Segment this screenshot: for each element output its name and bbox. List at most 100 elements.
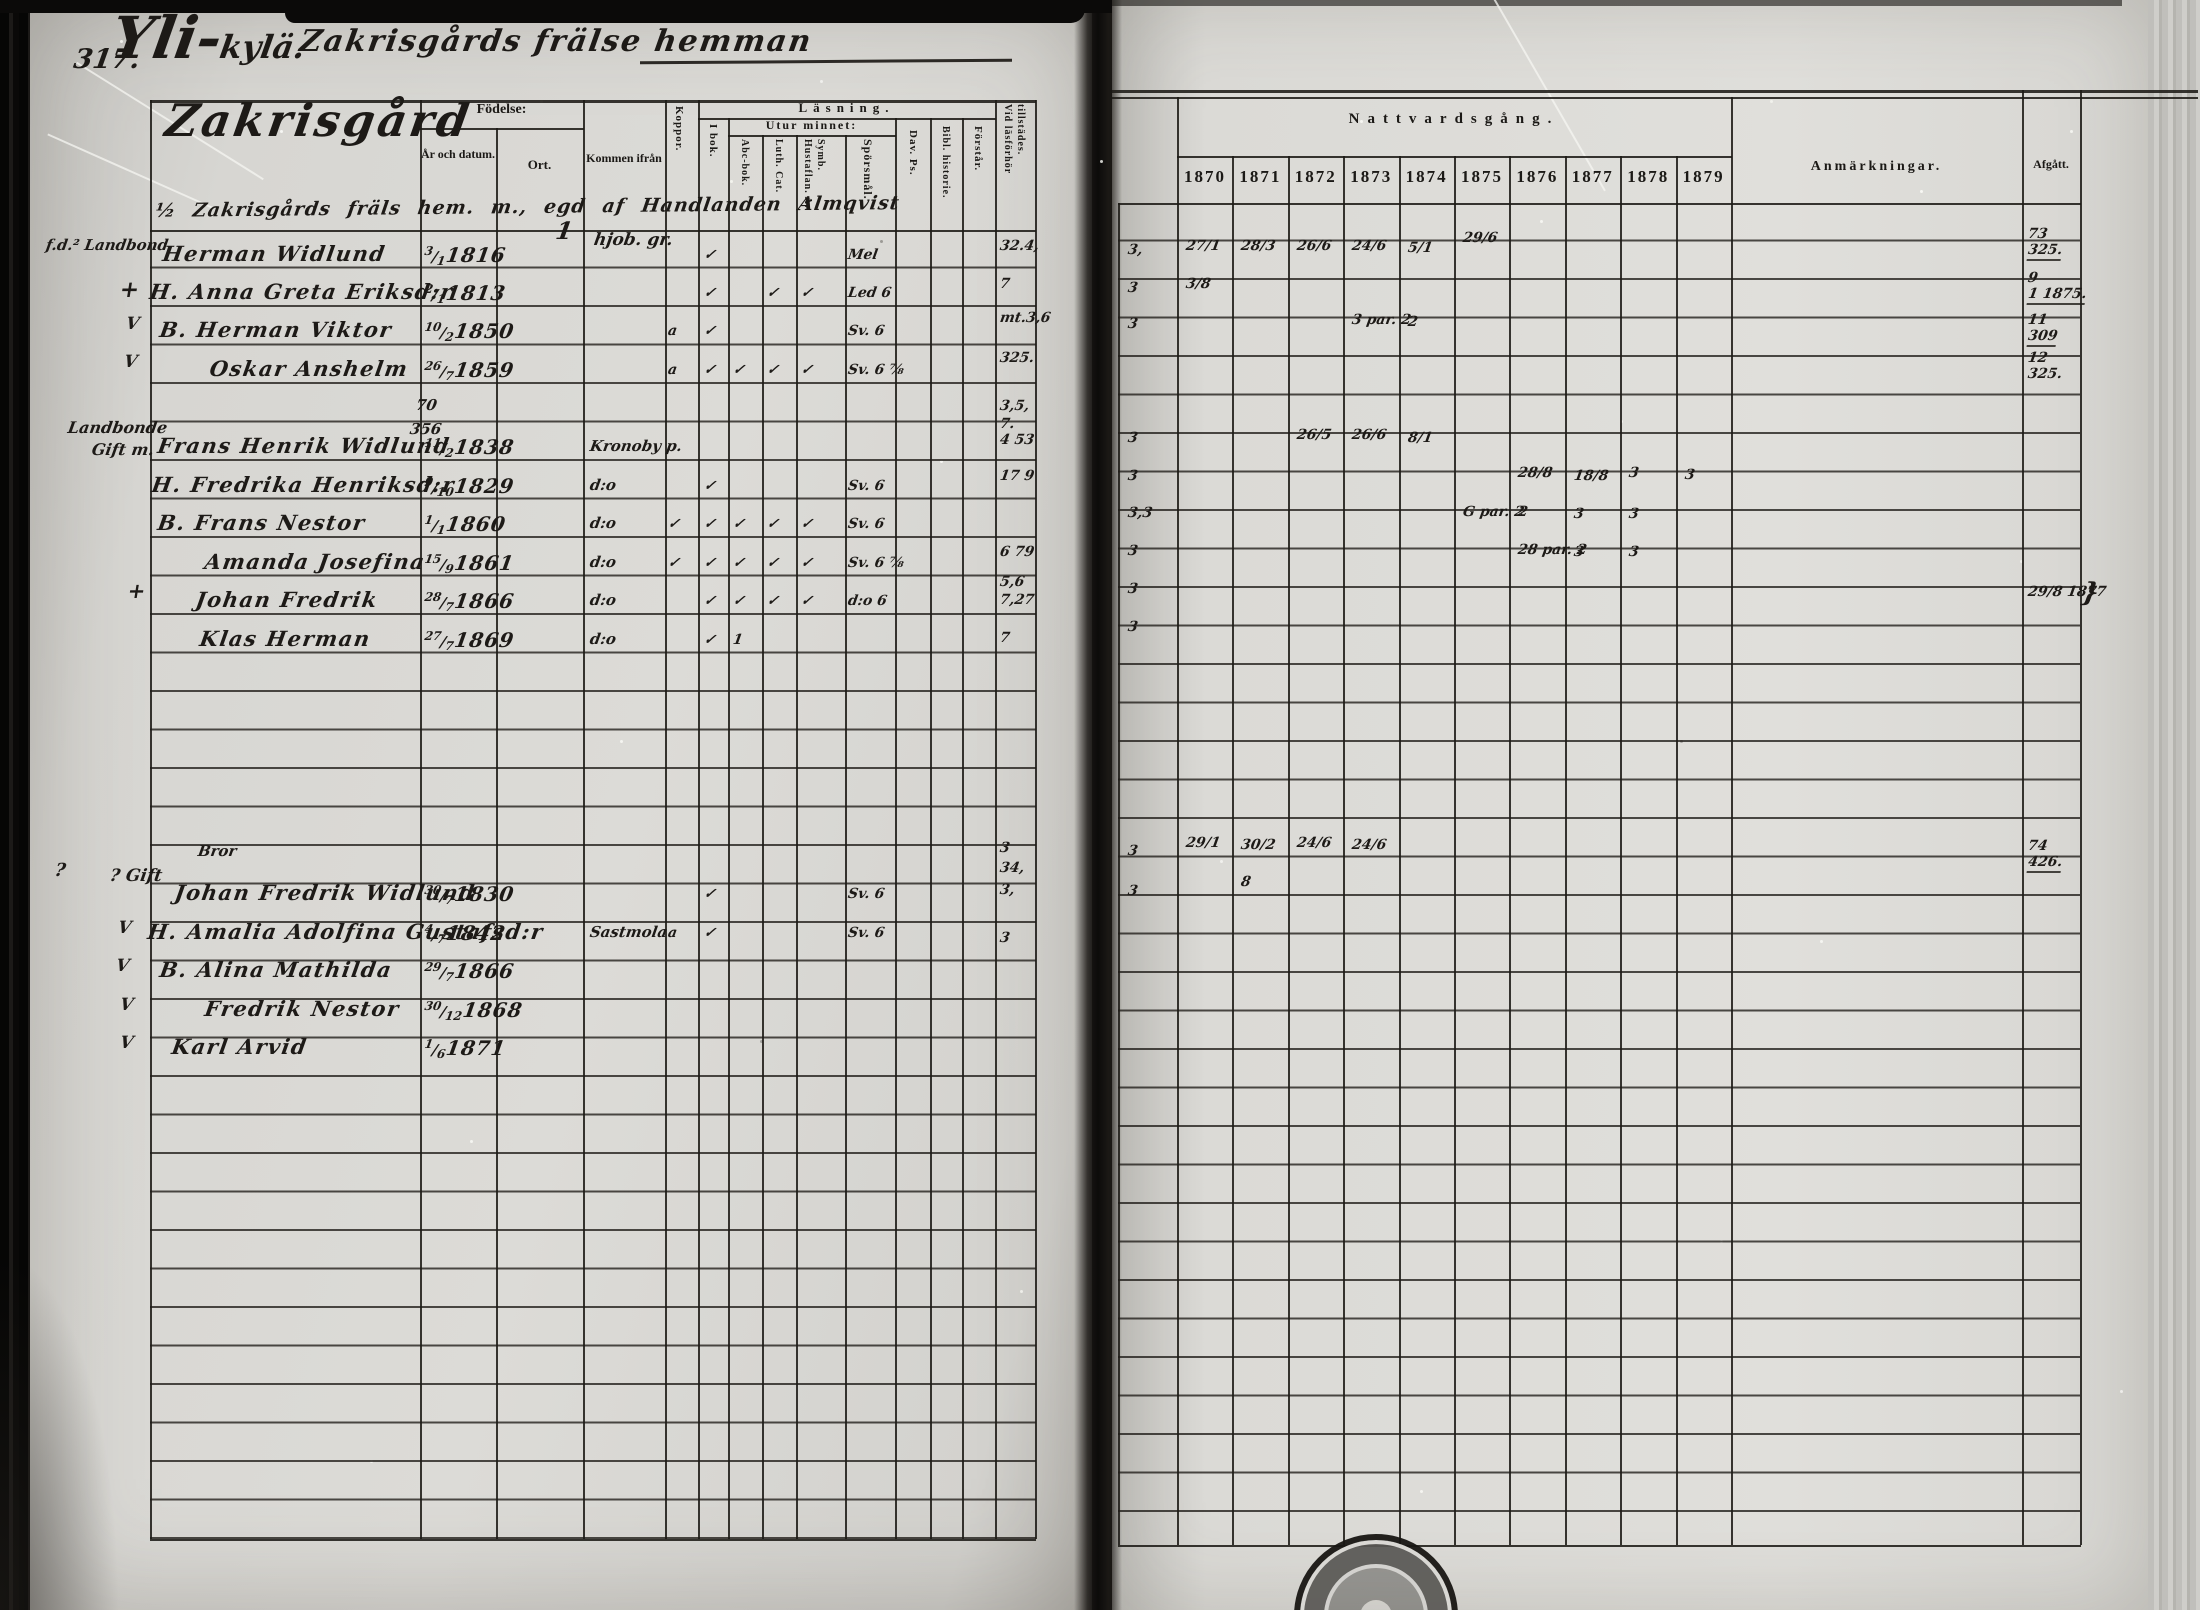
grid-line (420, 100, 422, 1539)
year-label: 1877 (1571, 167, 1614, 186)
communion-mark: 24/6 (1295, 835, 1333, 851)
communion-mark: 28/3 (1240, 238, 1278, 254)
husforhor-mark: 32.4, (998, 238, 1041, 254)
grid-line (1343, 156, 1346, 1545)
communion-mark: 27/1 (1184, 238, 1222, 254)
year-label: 1875 (1461, 167, 1503, 186)
entry-birthdate: 30/71830 (423, 882, 517, 907)
entry-origin: d:o (588, 630, 618, 648)
grid-line (995, 100, 997, 1539)
communion-mark: 3/8 (1184, 276, 1212, 292)
grid-line (728, 118, 730, 1539)
margin-note: f.d.² Landbond (44, 236, 170, 254)
afgatt-mark: 325. (2026, 242, 2064, 261)
communion-mark: 28/8 (1517, 465, 1555, 481)
entry-origin: Kronoby p. (588, 437, 684, 455)
header-ort: Ort. (527, 157, 552, 172)
reading-mark: ✓ (666, 516, 682, 532)
afgatt-mark: 1 1875. (2026, 286, 2088, 305)
reading-mark: ✓ (765, 593, 781, 609)
header-nattvardsgang: Nattvardsgång. (1348, 111, 1560, 127)
header-utur-minnet: Utur minnet: (765, 118, 858, 132)
reading-mark: ✓ (702, 285, 718, 301)
reading-mark: ✓ (666, 555, 682, 571)
reading-mark: ✓ (702, 593, 718, 609)
communion-mark: 24/6 (1350, 837, 1388, 853)
grid-line (1118, 203, 2081, 205)
grid-line (1731, 97, 1733, 1545)
entry-birthdate: 1/61871 (423, 1036, 508, 1061)
communion-mark: 24/6 (1350, 238, 1388, 254)
grid-line (1398, 156, 1401, 1545)
year-label: 1870 (1184, 167, 1226, 186)
entry-birthdate: 10/21850 (423, 319, 517, 344)
entry-name: Amanda Josefina (203, 549, 428, 574)
reading-mark: ✓ (702, 632, 718, 648)
header-ar-och-datum: År och datum. (420, 147, 496, 161)
communion-mark: 3 (1683, 467, 1696, 483)
grid-line (150, 100, 152, 1539)
year-label: 1872 (1294, 167, 1337, 186)
communion-mark: 26/6 (1350, 427, 1388, 443)
margin-note: ? Gift (108, 866, 164, 886)
communion-mark: 3 (1572, 506, 1585, 522)
reading-mark: ✓ (702, 886, 718, 902)
reading-mark: Sv. 6 ⅞ (846, 555, 905, 571)
reading-mark: ✓ (799, 593, 815, 609)
entry-name: B. Alina Mathilda (158, 957, 395, 982)
husforhor-mark: 6 79 (998, 544, 1036, 560)
entry-name: H. Anna Greta Eriksd:r (148, 279, 456, 304)
grid-line (1177, 156, 1732, 158)
farm-heading: Zakrisgårds frälse hemman (297, 24, 816, 59)
entry-birthdate: 27/71869 (423, 628, 517, 653)
grid-line (895, 118, 897, 1539)
reading-mark: ✓ (731, 555, 747, 571)
reading-mark: Sv. 6 (846, 886, 886, 902)
entry-name: Oskar Anshelm (208, 356, 411, 381)
grid-line (1112, 90, 2198, 93)
year-label: 1871 (1239, 167, 1282, 186)
husforhor-mark: 17 9 (998, 468, 1036, 484)
entry-birthdate: 11/21838 (423, 435, 517, 460)
reading-mark: Sv. 6 (846, 516, 886, 532)
header-vid-lasforhor: Vid läsförhör tillstädes. (1002, 104, 1026, 174)
grid-line (2022, 90, 2024, 1545)
header-abc-bok: Abc-bok. (739, 139, 750, 187)
grid-line (1118, 1545, 2081, 1547)
entry-origin: d:o (588, 591, 618, 609)
entry-name: Johan Fredrik (194, 587, 381, 612)
afgatt-mark: 11 (2026, 312, 2049, 328)
header-i-bok: I bok. (707, 124, 719, 158)
grid-line (698, 100, 700, 1539)
communion-mark: 2 (1406, 314, 1419, 330)
header-kommen-ifran: Kommen ifrån (586, 151, 662, 165)
reading-mark: Sv. 6 (846, 323, 886, 339)
reading-mark: ✓ (731, 516, 747, 532)
reading-mark: ✓ (702, 516, 718, 532)
communion-mark: 3 par. 2 (1350, 312, 1413, 328)
afgatt-mark: 74 (2026, 838, 2049, 854)
entry-name: B. Herman Viktor (158, 317, 395, 342)
note-mark: hjob. gr. (592, 230, 675, 250)
scan-top-border-thick (285, 0, 1085, 23)
header-bibl-historie: Bibl. historie. (940, 126, 951, 199)
header-koppor: Koppor. (673, 106, 685, 152)
reading-mark: ✓ (702, 247, 718, 263)
entry-birthdate: 26/71859 (423, 358, 517, 383)
header-hustaflan-symb: Hustaflan. A. Symb. (802, 139, 826, 209)
communion-mark: 29/1 (1184, 835, 1222, 851)
entry-name: B. Frans Nestor (156, 510, 368, 535)
reading-mark: Mel (846, 247, 880, 263)
reading-mark: ✓ (799, 555, 815, 571)
communion-mark: 8/1 (1406, 430, 1434, 446)
entry-name: H. Fredrika Henriksd:r (150, 472, 457, 497)
afgatt-mark: 73 (2026, 226, 2049, 242)
grid-line (1564, 156, 1567, 1545)
year-label: 1878 (1627, 167, 1670, 186)
entry-origin: d:o (588, 514, 618, 532)
grid-line (1118, 203, 1120, 1545)
communion-premark: 3,3 (1126, 505, 1154, 521)
reading-mark: ✓ (765, 362, 781, 378)
entry-birthdate: 30/121868 (423, 998, 525, 1023)
grid-line (845, 135, 847, 1539)
